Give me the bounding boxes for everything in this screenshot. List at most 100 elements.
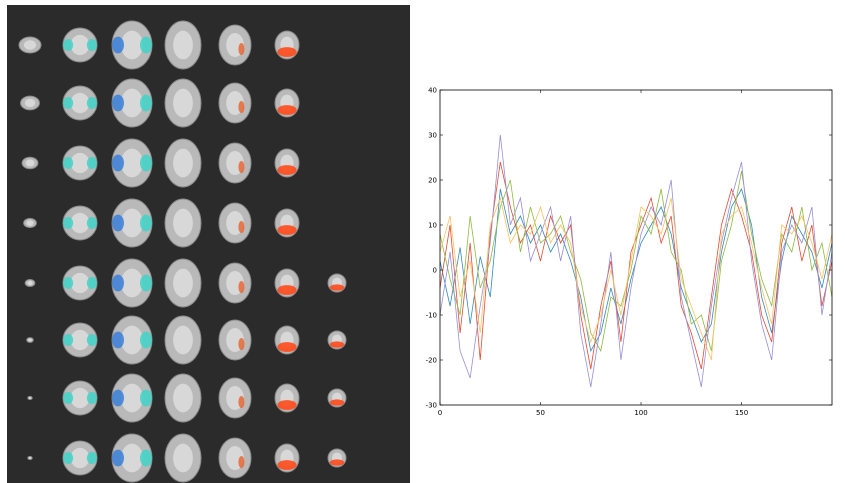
- blob: [277, 165, 296, 175]
- blob: [112, 390, 124, 407]
- blob: [277, 285, 296, 295]
- blob: [87, 452, 97, 464]
- blob: [112, 275, 124, 292]
- brain-inner: [29, 397, 31, 399]
- blob: [112, 450, 124, 467]
- blob: [140, 155, 152, 172]
- blob: [112, 155, 124, 172]
- blob: [277, 47, 296, 57]
- blob: [238, 161, 244, 173]
- blob: [277, 400, 296, 410]
- x-tick-label: 100: [634, 409, 647, 417]
- brain-inner: [26, 160, 35, 167]
- brain-inner: [121, 269, 143, 298]
- chart: -30 -20 -10 0 10 20 30 40 0 50 100 150: [426, 87, 832, 418]
- x-tick-label: 50: [536, 409, 545, 417]
- brain-inner: [71, 35, 90, 55]
- brain-inner: [121, 89, 143, 118]
- brain-panel: [7, 5, 410, 483]
- blob: [87, 157, 97, 169]
- blob: [140, 450, 152, 467]
- blob: [63, 392, 73, 404]
- blob: [63, 452, 73, 464]
- series-line: [440, 198, 832, 360]
- blob: [140, 37, 152, 54]
- brain-inner: [121, 31, 143, 60]
- brain-inner: [173, 326, 193, 355]
- x-tick-label: 0: [438, 409, 442, 417]
- blob: [140, 215, 152, 232]
- blob: [277, 225, 296, 235]
- brain-inner: [26, 220, 33, 226]
- blob: [238, 338, 244, 350]
- y-tick-label: 30: [428, 132, 437, 140]
- brain-inner: [173, 89, 193, 118]
- blob: [87, 97, 97, 109]
- y-tick-label: -30: [426, 402, 437, 410]
- blob: [112, 215, 124, 232]
- brain-inner: [121, 384, 143, 413]
- blob: [277, 105, 296, 115]
- brain-inner: [71, 213, 90, 233]
- blob: [238, 456, 244, 468]
- blob: [140, 275, 152, 292]
- brain-inner: [121, 209, 143, 238]
- y-tick-label: 20: [428, 177, 437, 185]
- brain-inner: [71, 448, 90, 468]
- blob: [63, 217, 73, 229]
- brain-inner: [29, 457, 31, 459]
- blob: [112, 332, 124, 349]
- brain-inner: [28, 339, 32, 342]
- brain-inner: [71, 93, 90, 113]
- y-tick-label: -20: [426, 357, 437, 365]
- blob: [87, 39, 97, 51]
- brain-inner: [24, 40, 36, 50]
- blob: [87, 277, 97, 289]
- blob: [238, 221, 244, 233]
- brain-inner: [173, 209, 193, 238]
- brain-inner: [71, 273, 90, 293]
- blob: [140, 390, 152, 407]
- blob: [277, 342, 296, 352]
- brain-inner: [173, 269, 193, 298]
- blob: [63, 157, 73, 169]
- blob: [330, 284, 344, 290]
- blob: [87, 334, 97, 346]
- y-tick-label: -10: [426, 312, 437, 320]
- brain-inner: [173, 149, 193, 178]
- x-tick-label: 150: [735, 409, 748, 417]
- brain-inner: [173, 384, 193, 413]
- brain-inner: [27, 281, 32, 285]
- blob: [63, 39, 73, 51]
- blob: [87, 217, 97, 229]
- blob: [63, 97, 73, 109]
- page: -30 -20 -10 0 10 20 30 40 0 50 100 150: [0, 0, 845, 483]
- brain-inner: [71, 388, 90, 408]
- series-line: [440, 162, 832, 369]
- brain-inner: [121, 149, 143, 178]
- blob: [277, 460, 296, 470]
- brain-inner: [173, 444, 193, 473]
- blob: [63, 334, 73, 346]
- brain-inner: [121, 326, 143, 355]
- blob: [238, 43, 244, 55]
- brain-inner: [71, 153, 90, 173]
- brain-inner: [173, 31, 193, 60]
- brain-inner: [121, 444, 143, 473]
- blob: [238, 101, 244, 113]
- blob: [63, 277, 73, 289]
- blob: [112, 37, 124, 54]
- y-tick-label: 10: [428, 222, 437, 230]
- blob: [87, 392, 97, 404]
- blob: [238, 281, 244, 293]
- plot-frame: [440, 90, 832, 405]
- blob: [330, 459, 344, 465]
- blob: [140, 332, 152, 349]
- blob: [330, 341, 344, 347]
- blob: [330, 399, 344, 405]
- blob: [112, 95, 124, 112]
- brain-inner: [71, 330, 90, 350]
- y-tick-label: 40: [428, 87, 437, 95]
- y-tick-label: 0: [433, 267, 437, 275]
- brain-inner: [25, 99, 35, 107]
